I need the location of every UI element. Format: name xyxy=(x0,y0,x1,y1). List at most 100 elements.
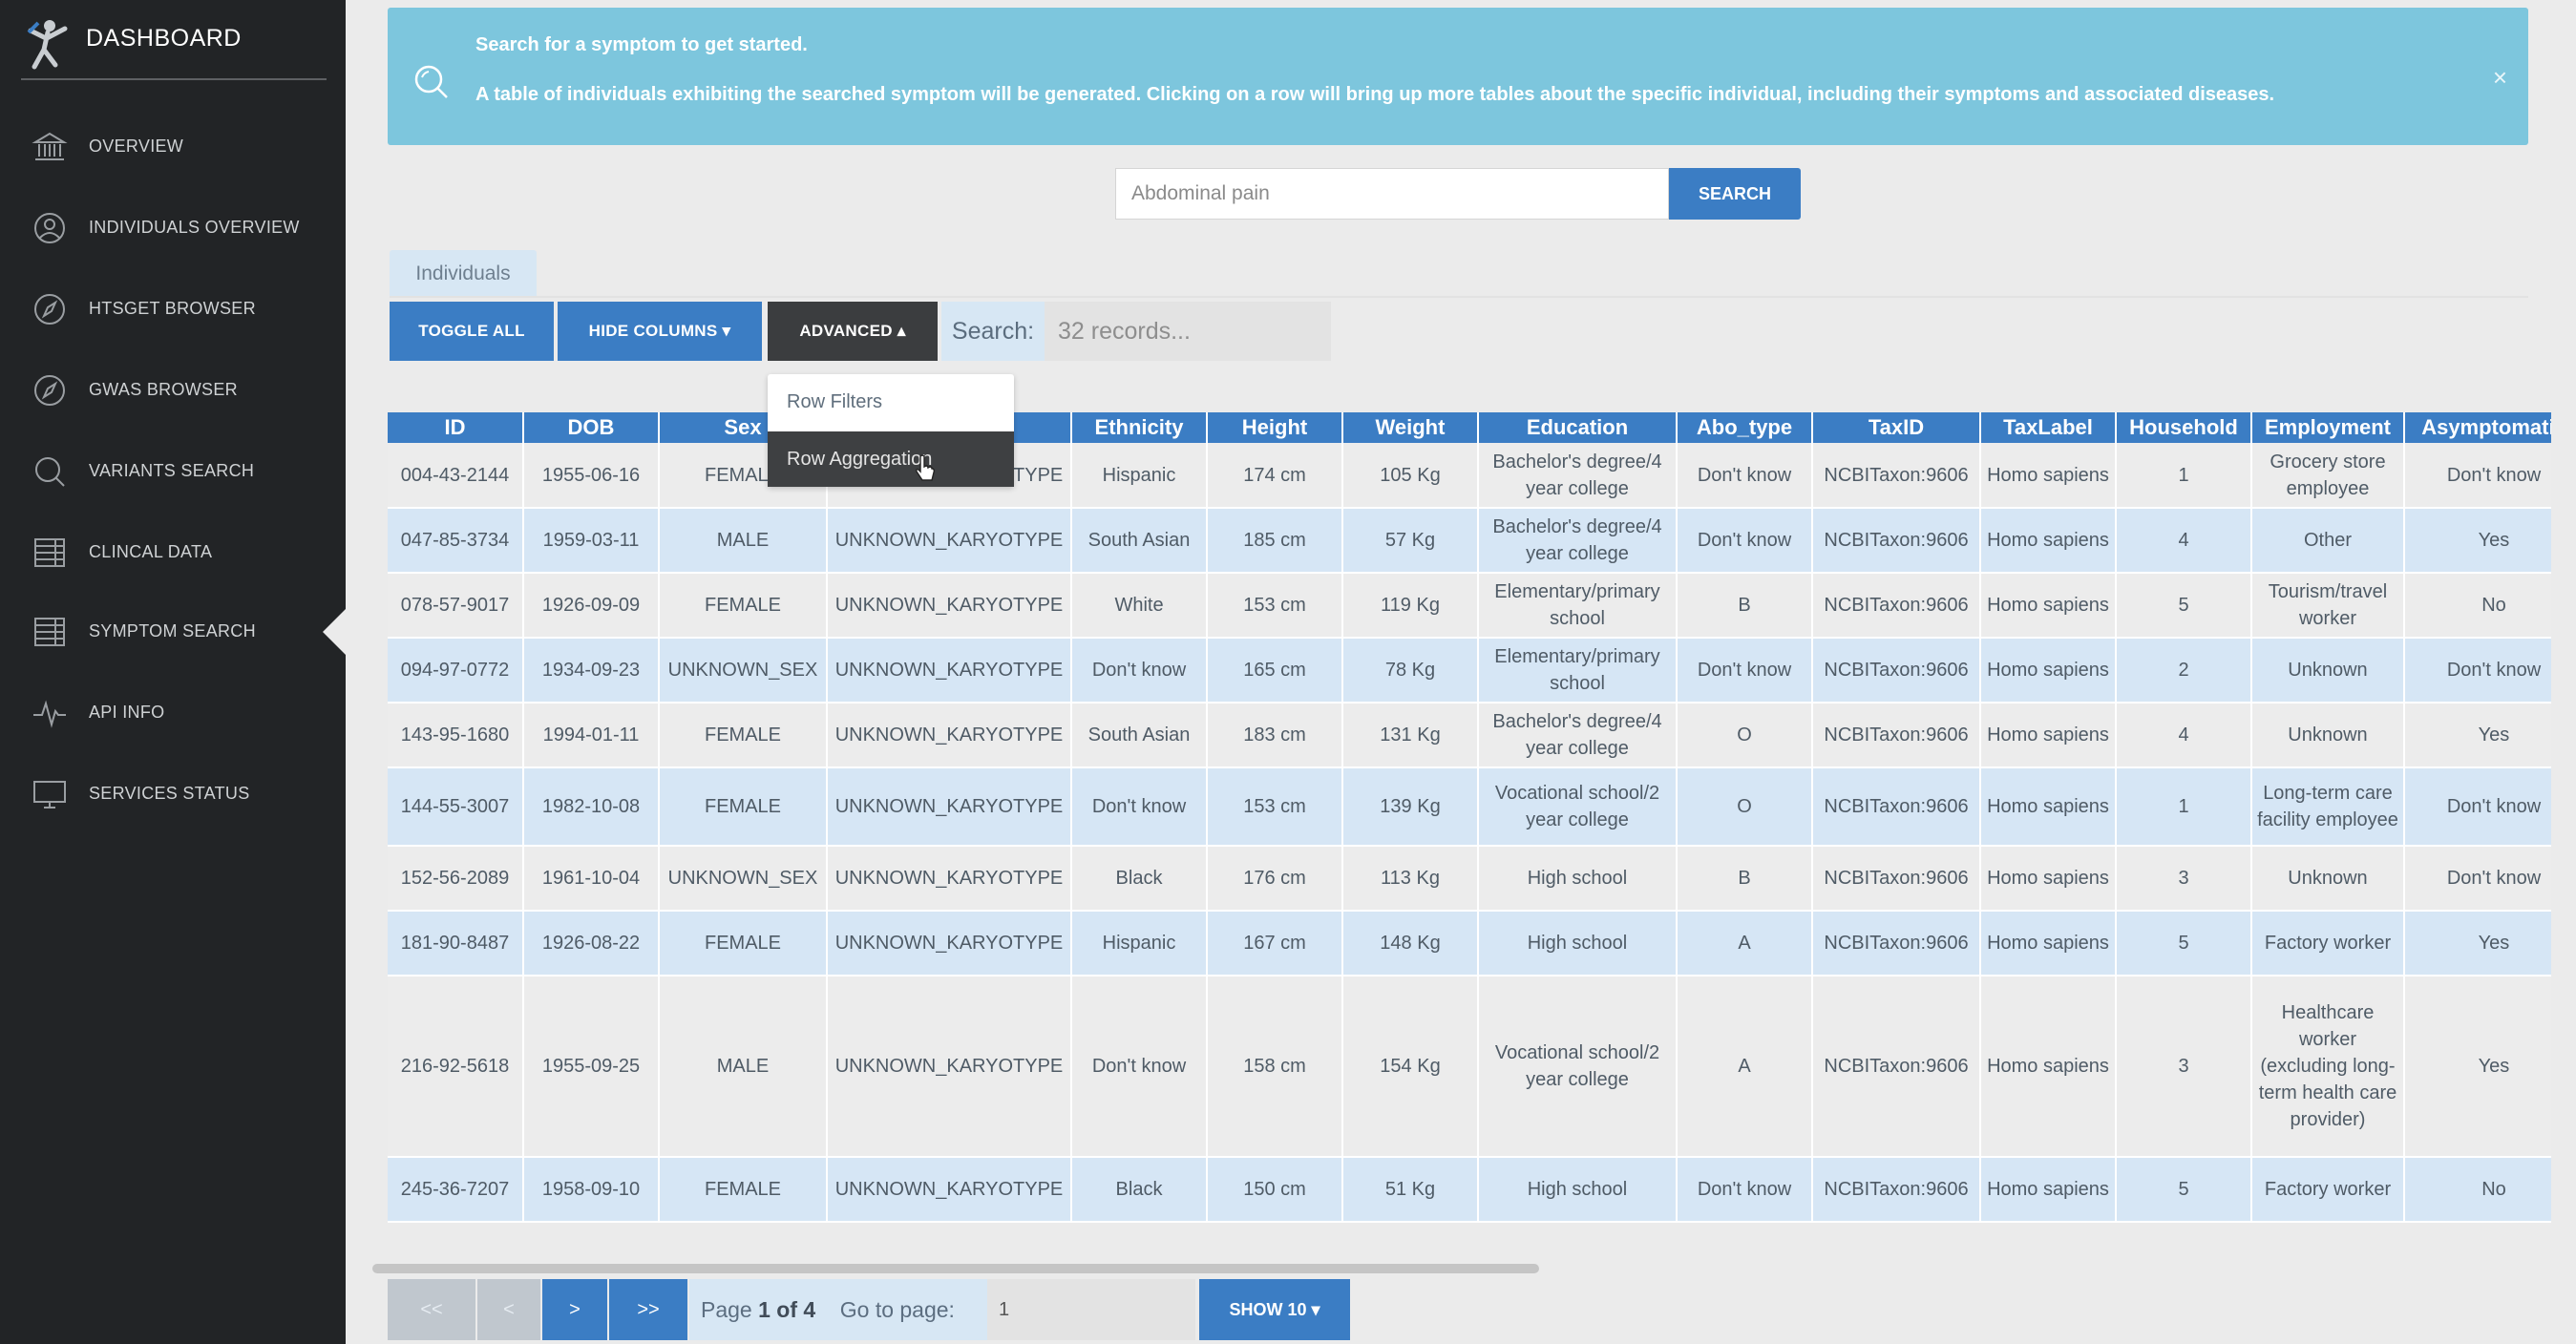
table-cell: NCBITaxon:9606 xyxy=(1812,911,1981,976)
column-header[interactable]: Household xyxy=(2116,412,2252,443)
sidebar-item-individuals-overview[interactable]: INDIVIDUALS OVERVIEW xyxy=(0,200,346,257)
table-cell: FEMALE xyxy=(659,911,828,976)
table-row[interactable]: 004-43-21441955-06-16FEMALEUNKNOWN_KARYO… xyxy=(388,443,2551,509)
column-header[interactable]: TaxID xyxy=(1812,412,1981,443)
table-cell: 57 Kg xyxy=(1342,508,1479,574)
menu-item-row-filters[interactable]: Row Filters xyxy=(787,391,883,412)
table-cell: 148 Kg xyxy=(1342,911,1479,976)
table-row[interactable]: 047-85-3734 1959-03-11 MALE UNKNOWN_KARYOTY… xyxy=(388,508,2551,574)
column-header[interactable]: Weight xyxy=(1342,412,1479,443)
table-cell: FEMALE xyxy=(659,573,828,639)
column-header[interactable]: ID xyxy=(388,412,524,443)
menu-item-row-aggregation[interactable]: Row Aggregation xyxy=(768,431,1014,487)
table-cell: No xyxy=(2404,1157,2551,1223)
table-cell: 1 xyxy=(2116,443,2252,509)
table-cell: 51 Kg xyxy=(1342,1157,1479,1223)
table-cell: Elementary/primary school xyxy=(1478,573,1678,639)
table-cell: 5 xyxy=(2116,911,2252,976)
column-header[interactable]: DOB xyxy=(523,412,660,443)
table-cell: No xyxy=(2404,573,2551,639)
sidebar-item-overview[interactable]: OVERVIEW xyxy=(0,118,346,176)
column-header[interactable]: Ethnicity xyxy=(1071,412,1208,443)
bank-icon xyxy=(32,132,68,160)
table-cell: Healthcare worker (excluding long-term h… xyxy=(2251,976,2405,1158)
tab-individuals[interactable]: Individuals xyxy=(390,250,537,298)
table-cell: Homo sapiens xyxy=(1980,846,2117,912)
close-icon[interactable]: × xyxy=(2492,63,2507,92)
table-cell: 165 cm xyxy=(1207,638,1343,704)
table-cell: 158 cm xyxy=(1207,976,1343,1158)
sidebar-item-label: CLINCAL DATA xyxy=(89,542,213,561)
column-header[interactable]: Asymptomatic xyxy=(2404,412,2551,443)
advanced-button[interactable]: ADVANCED ▴ xyxy=(768,302,938,361)
table-cell: South Asian xyxy=(1071,703,1208,768)
table-cell: Don't know xyxy=(2404,767,2551,847)
search-button[interactable]: SEARCH xyxy=(1669,168,1801,220)
page-indicator: Page 1 of 4 Go to page: xyxy=(689,1279,987,1340)
table-cell: Homo sapiens xyxy=(1980,573,2117,639)
table-cell: White xyxy=(1071,573,1208,639)
table-cell: 1982-10-08 xyxy=(523,767,660,847)
table-cell: Vocational school/2 year college xyxy=(1478,767,1678,847)
sidebar-item-label: VARIANTS SEARCH xyxy=(89,461,255,480)
column-header[interactable]: Education xyxy=(1478,412,1678,443)
hide-columns-button[interactable]: HIDE COLUMNS ▾ xyxy=(558,302,762,361)
user-circle-icon xyxy=(34,213,65,243)
table-cell: Homo sapiens xyxy=(1980,443,2117,509)
table-cell: MALE xyxy=(659,976,828,1158)
first-page-button[interactable]: << xyxy=(388,1279,475,1340)
table-cell: 3 xyxy=(2116,846,2252,912)
horizontal-scrollbar[interactable] xyxy=(372,1264,1539,1273)
sidebar-item-api-info[interactable]: API INFO xyxy=(0,684,346,742)
table-cell: 174 cm xyxy=(1207,443,1343,509)
table-search-input[interactable] xyxy=(1045,302,1331,361)
page-size-button[interactable]: SHOW 10 ▾ xyxy=(1199,1279,1350,1340)
table-cell: 144-55-3007 xyxy=(388,767,524,847)
column-header[interactable]: Abo_type xyxy=(1677,412,1813,443)
advanced-dropdown-menu: Row Filters Row Aggregation xyxy=(768,374,1014,487)
last-page-button[interactable]: >> xyxy=(609,1279,687,1340)
table-icon xyxy=(34,618,65,646)
table-row[interactable]: 094-97-0772 1934-09-23 UNKNOWN_SEX UNKNOWN_… xyxy=(388,638,2551,704)
table-cell: NCBITaxon:9606 xyxy=(1812,508,1981,574)
table-cell: Don't know xyxy=(1677,638,1813,704)
brand[interactable]: DASHBOARD xyxy=(21,13,327,80)
table-cell: Hispanic xyxy=(1071,443,1208,509)
next-page-button[interactable]: > xyxy=(542,1279,607,1340)
table-cell: UNKNOWN_KARYOTYPE xyxy=(827,638,1072,704)
table-cell: FEMALE xyxy=(659,767,828,847)
sidebar-item-clinical-data[interactable]: CLINCAL DATA xyxy=(0,524,346,581)
table-row[interactable]: 216-92-5618 1955-09-25 MALE UNKNOWN_KARYOTY… xyxy=(388,976,2551,1158)
table-row[interactable]: 245-36-7207 1958-09-10 FEMALE UNKNOWN_KARYO… xyxy=(388,1157,2551,1223)
sidebar-item-label: HTSGET BROWSER xyxy=(89,299,256,318)
column-header[interactable]: Employment xyxy=(2251,412,2405,443)
sidebar-item-services-status[interactable]: SERVICES STATUS xyxy=(0,766,346,823)
table-row[interactable]: 143-95-1680 1994-01-11 FEMALE UNKNOWN_KARYO… xyxy=(388,703,2551,768)
table-cell: 1934-09-23 xyxy=(523,638,660,704)
goto-page-input[interactable] xyxy=(987,1279,1195,1340)
sidebar-item-htsget-browser[interactable]: HTSGET BROWSER xyxy=(0,281,346,338)
toggle-all-button[interactable]: TOGGLE ALL xyxy=(390,302,554,361)
table-cell: 2 xyxy=(2116,638,2252,704)
symptom-search-input[interactable] xyxy=(1115,168,1669,220)
table-cell: NCBITaxon:9606 xyxy=(1812,703,1981,768)
column-header[interactable]: Height xyxy=(1207,412,1343,443)
table-cell: O xyxy=(1677,703,1813,768)
table-cell: 5 xyxy=(2116,573,2252,639)
previous-page-button[interactable]: < xyxy=(477,1279,540,1340)
table-cell: Homo sapiens xyxy=(1980,638,2117,704)
table-row[interactable]: 144-55-3007 1982-10-08 FEMALE UNKNOWN_KARYO… xyxy=(388,767,2551,847)
table-cell: UNKNOWN_SEX xyxy=(659,846,828,912)
sidebar-item-symptom-search[interactable]: SYMPTOM SEARCH xyxy=(0,603,346,661)
table-cell: NCBITaxon:9606 xyxy=(1812,976,1981,1158)
table-row[interactable]: 152-56-2089 1961-10-04 UNKNOWN_SEX UNKNOWN_… xyxy=(388,846,2551,912)
table-cell: 216-92-5618 xyxy=(388,976,524,1158)
table-row[interactable]: 181-90-8487 1926-08-22 FEMALE UNKNOWN_KARYO… xyxy=(388,911,2551,976)
tab-divider xyxy=(390,296,2528,298)
column-header[interactable]: TaxLabel xyxy=(1980,412,2117,443)
table-row[interactable]: 078-57-9017 1926-09-09 FEMALE UNKNOWN_KARYO… xyxy=(388,573,2551,639)
individuals-table: IDDOBSexKaryotypeEthnicityHeightWeightEd… xyxy=(388,412,2551,1237)
search-icon xyxy=(414,65,448,98)
sidebar-item-variants-search[interactable]: VARIANTS SEARCH xyxy=(0,443,346,500)
sidebar-item-gwas-browser[interactable]: GWAS BROWSER xyxy=(0,362,346,419)
